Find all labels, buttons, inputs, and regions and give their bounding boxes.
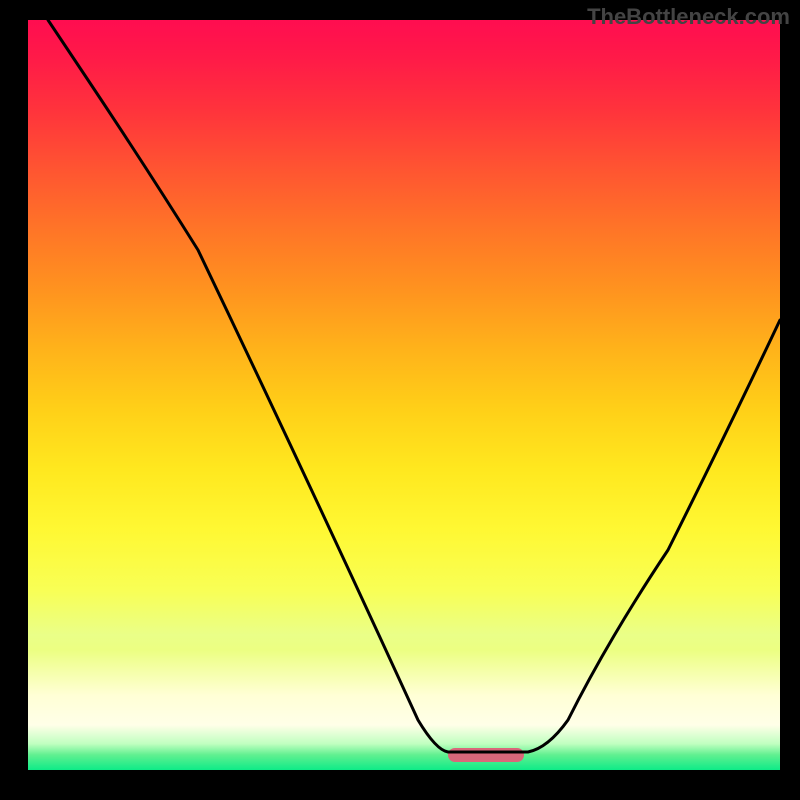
bottleneck-marker	[448, 748, 524, 762]
watermark-text: TheBottleneck.com	[587, 4, 790, 30]
plot-svg	[28, 20, 780, 770]
chart-container: TheBottleneck.com	[0, 0, 800, 800]
gradient-background	[28, 20, 780, 770]
plot-area	[28, 20, 780, 770]
